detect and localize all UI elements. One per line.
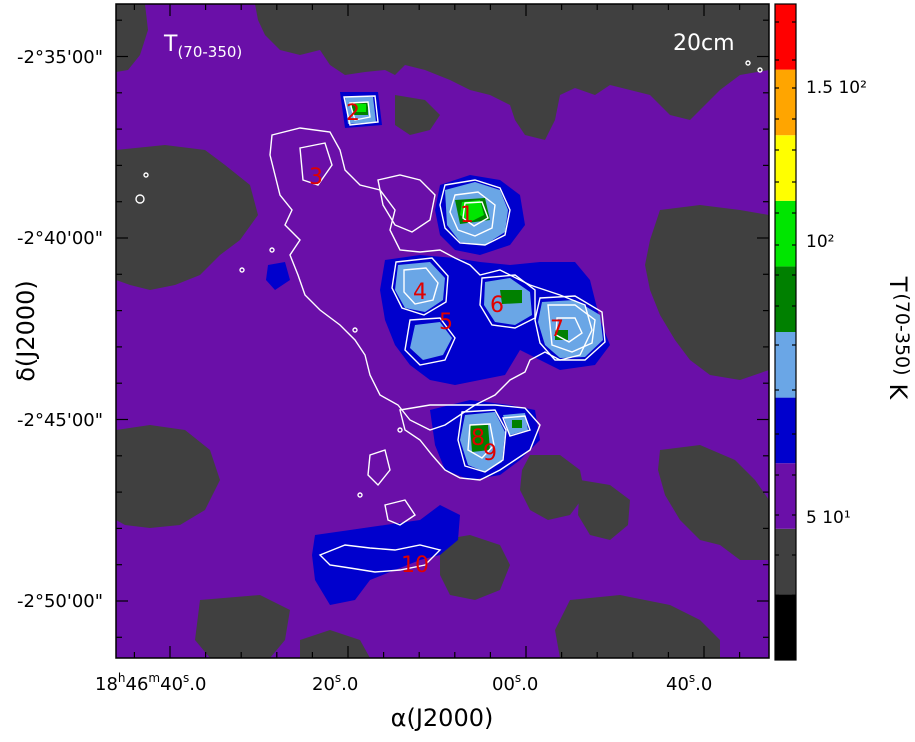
colorbar-title: T(70-350)K xyxy=(884,276,913,401)
region-label-3: 3 xyxy=(309,165,323,190)
colorbar-cell xyxy=(775,398,796,464)
colorbar: 1.5 10² 10² 5 10¹ T(70-350)K xyxy=(775,4,913,660)
y-tick-label: -2°35'00" xyxy=(17,47,103,68)
colorbar-cells xyxy=(775,4,796,660)
region-label-7: 7 xyxy=(550,317,564,342)
x-tick-label: 18h46m40s.0 xyxy=(95,671,206,695)
colorbar-cell xyxy=(775,70,796,136)
colorbar-cell xyxy=(775,463,796,529)
colorbar-tick-label: 1.5 10² xyxy=(806,78,867,98)
colorbar-tick-label: 10² xyxy=(806,232,834,252)
y-tick-label: -2°40'00" xyxy=(17,228,103,249)
x-axis-title: α(J2000) xyxy=(391,704,494,732)
contour-label: 20cm xyxy=(673,31,735,56)
region-label-9: 9 xyxy=(483,441,497,466)
region-label-4: 4 xyxy=(413,280,427,305)
colorbar-cell xyxy=(775,529,796,595)
y-tick-label: -2°45'00" xyxy=(17,410,103,431)
region-label-5: 5 xyxy=(439,310,453,335)
region-label-10: 10 xyxy=(401,553,429,578)
region-label-6: 6 xyxy=(490,293,504,318)
colorbar-cell xyxy=(775,135,796,201)
heatmap-image: 1 2 3 4 5 6 7 8 9 10 T(70-350) 20cm xyxy=(116,4,769,658)
colorbar-cell xyxy=(775,201,796,267)
x-tick-label: 20s.0 xyxy=(312,671,358,695)
colorbar-tick-label: 5 10¹ xyxy=(806,508,851,528)
x-tick-label: 40s.0 xyxy=(666,671,712,695)
colorbar-cell xyxy=(775,594,796,660)
y-axis-title: δ(J2000) xyxy=(12,280,40,382)
region-label-2: 2 xyxy=(346,101,360,126)
y-tick-label: -2°50'00" xyxy=(17,591,103,612)
x-axis-tick-labels: 18h46m40s.0 20s.0 00s.0 40s.0 xyxy=(95,671,712,695)
x-tick-label: 00s.0 xyxy=(492,671,538,695)
colorbar-cell xyxy=(775,266,796,332)
colorbar-cell xyxy=(775,332,796,398)
region-label-1: 1 xyxy=(460,203,474,228)
